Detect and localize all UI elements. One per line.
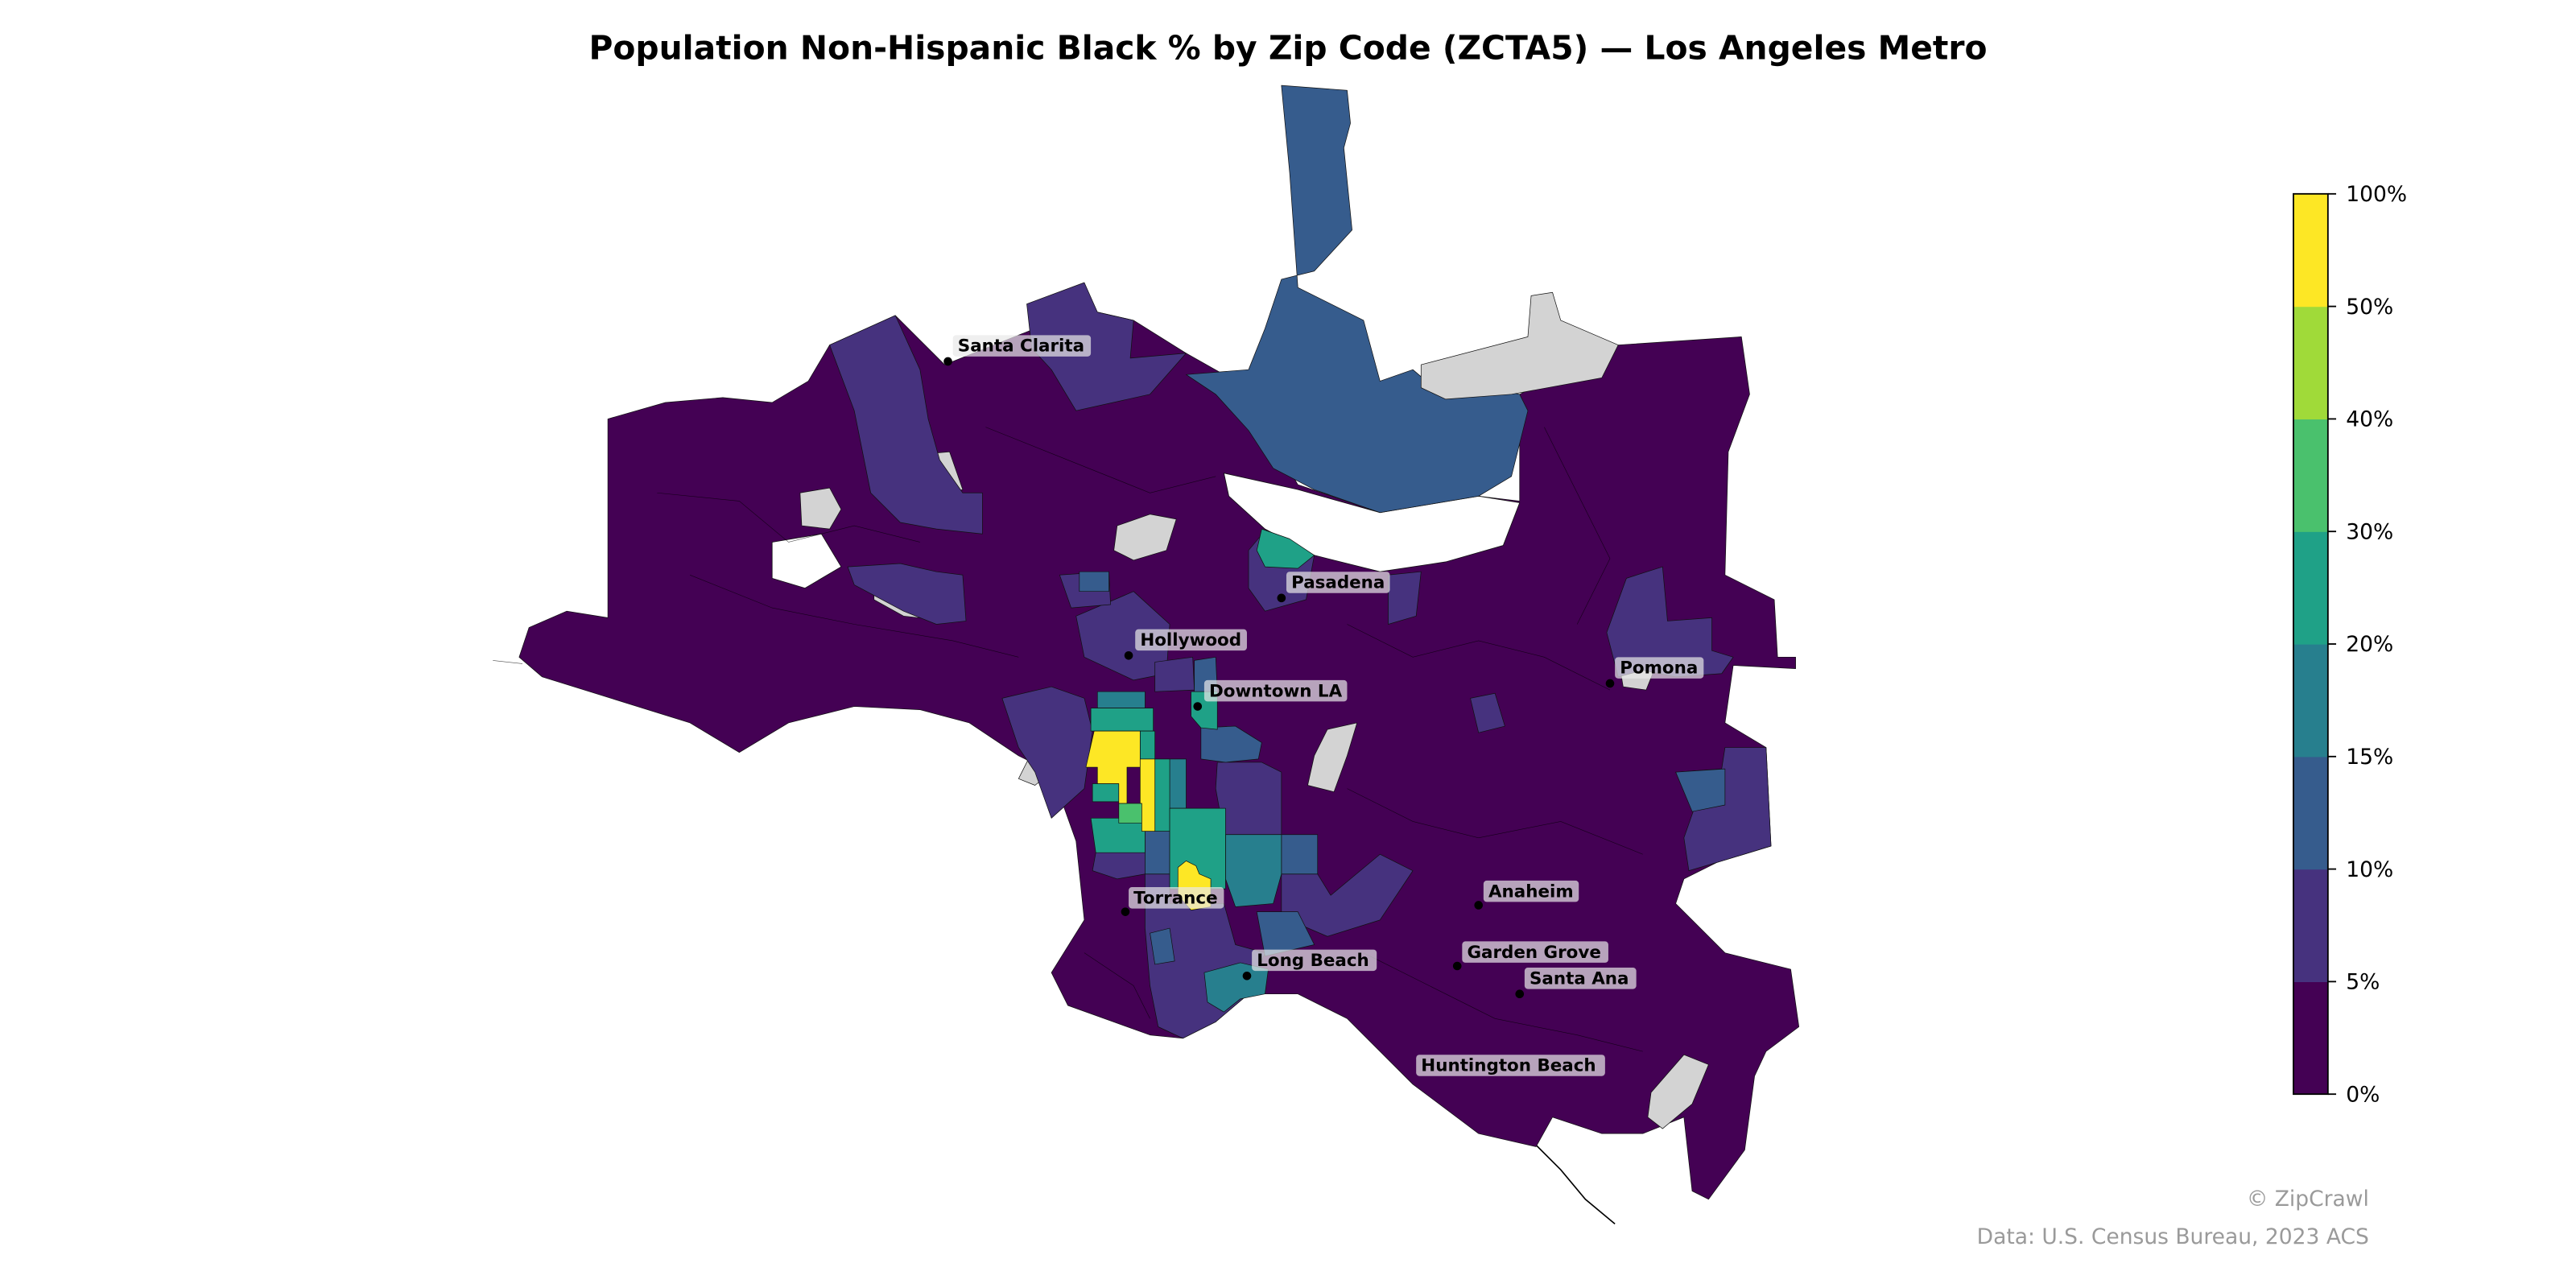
- zip-region: [847, 563, 967, 625]
- zip-region: [1675, 768, 1726, 812]
- zip-region: [1470, 692, 1505, 733]
- zip-boundary: [1084, 952, 1150, 1019]
- zip-region: [1145, 831, 1170, 875]
- no-data-region: [1647, 1054, 1709, 1129]
- colorbar-tick-label: 100%: [2346, 182, 2407, 207]
- colorbar-bin-6: [2293, 306, 2328, 420]
- city-hollywood: Hollywood: [1124, 629, 1247, 660]
- city-torrance: Torrance: [1121, 887, 1224, 916]
- zip-region: [1118, 803, 1142, 824]
- svg-text:Santa Ana: Santa Ana: [1530, 968, 1629, 989]
- zip-region: [1085, 730, 1141, 804]
- colorbar-tick-label: 5%: [2346, 970, 2380, 995]
- colorbar-tick-label: 0%: [2346, 1082, 2380, 1107]
- city-long-beach: Long Beach: [1242, 949, 1377, 980]
- colorbar-tick-label: 30%: [2346, 519, 2393, 544]
- zip-boundary: [1544, 427, 1611, 625]
- city-huntington-beach: Huntington Beach: [1416, 1055, 1605, 1076]
- map-title: Population Non-Hispanic Black % by Zip C…: [588, 28, 1987, 67]
- colorbar-tick-label: 15%: [2346, 745, 2393, 770]
- zip-region: [1281, 834, 1319, 875]
- zip-region: [1203, 962, 1269, 1013]
- city-santa-clarita: Santa Clarita: [943, 335, 1092, 366]
- no-zcta-gap-west: [771, 533, 842, 589]
- zip-region: [1388, 571, 1422, 625]
- zip-region: [1169, 758, 1187, 809]
- zip-region: [1090, 708, 1154, 732]
- svg-text:Hollywood: Hollywood: [1140, 630, 1241, 650]
- no-data-region: [1113, 514, 1177, 561]
- colorbar-tick-label: 40%: [2346, 407, 2393, 432]
- city-pasadena: Pasadena: [1277, 572, 1390, 603]
- zip-region: [1139, 730, 1156, 760]
- zip-region: [1096, 691, 1146, 708]
- no-data-region: [799, 487, 842, 530]
- source-text: Data: U.S. Census Bureau, 2023 ACS: [1977, 1224, 2369, 1249]
- svg-text:Garden Grove: Garden Grove: [1467, 943, 1600, 963]
- zip-region: [1154, 656, 1195, 692]
- colorbar-bin-5: [2293, 419, 2328, 532]
- zip-boundary: [1363, 952, 1643, 1052]
- svg-text:Pasadena: Pasadena: [1291, 573, 1385, 593]
- colorbar-bin-4: [2293, 531, 2328, 645]
- zip-region: [1079, 571, 1109, 592]
- zip-region: [1026, 282, 1187, 411]
- svg-text:Downtown LA: Downtown LA: [1209, 681, 1343, 701]
- zip-region-north: [1186, 85, 1529, 514]
- zip-region: [1139, 758, 1156, 832]
- city-garden-grove: Garden Grove: [1452, 941, 1608, 971]
- coastline: [493, 660, 523, 664]
- colorbar-bin-1: [2293, 869, 2328, 982]
- map: [493, 85, 1800, 1225]
- svg-text:Pomona: Pomona: [1620, 658, 1698, 679]
- city-markers: Santa Clarita Pasadena Hollywood Downtow…: [943, 335, 1704, 1076]
- zip-boundary: [657, 492, 920, 543]
- zip-region: [1256, 911, 1315, 957]
- copyright-text: © ZipCrawl: [2247, 1187, 2369, 1212]
- zip-boundary: [1347, 624, 1611, 691]
- zip-boundary: [690, 575, 1019, 658]
- colorbar-tick-label: 50%: [2346, 295, 2393, 320]
- zip-region: [1092, 783, 1120, 803]
- colorbar-bin-0: [2293, 981, 2328, 1095]
- coastline-south: [1527, 1136, 1616, 1225]
- city-downtown-la: Downtown LA: [1193, 679, 1348, 711]
- zip-region: [1150, 927, 1175, 965]
- no-data-region: [1420, 291, 1619, 400]
- zip-region-base: [518, 287, 1800, 1200]
- city-anaheim: Anaheim: [1474, 880, 1579, 910]
- svg-text:Santa Clarita: Santa Clarita: [958, 336, 1084, 357]
- svg-text:Huntington Beach: Huntington Beach: [1421, 1056, 1596, 1076]
- colorbar-tick-label: 10%: [2346, 857, 2393, 882]
- zip-region: [1200, 725, 1262, 763]
- svg-text:Anaheim: Anaheim: [1488, 881, 1574, 902]
- zip-region: [1001, 686, 1093, 819]
- zip-boundary: [985, 427, 1216, 493]
- svg-text:Long Beach: Long Beach: [1257, 951, 1369, 971]
- city-santa-ana: Santa Ana: [1515, 968, 1637, 999]
- svg-text:Torrance: Torrance: [1133, 888, 1217, 908]
- zip-region: [1225, 834, 1282, 907]
- city-pomona: Pomona: [1605, 657, 1704, 688]
- colorbar-tick-label: 20%: [2346, 632, 2393, 657]
- zip-region: [1154, 758, 1170, 832]
- colorbar-bin-2: [2293, 756, 2328, 870]
- zip-region: [829, 315, 983, 535]
- colorbar: 0% 5% 10% 15% 20% 30% 40% 50% 100%: [2293, 182, 2407, 1107]
- colorbar-bin-3: [2293, 644, 2328, 758]
- no-data-region: [1307, 722, 1358, 793]
- colorbar-bin-7: [2293, 193, 2328, 308]
- zip-boundary: [1347, 788, 1643, 855]
- zip-region: [1256, 528, 1315, 569]
- no-zcta-gap: [1223, 473, 1521, 572]
